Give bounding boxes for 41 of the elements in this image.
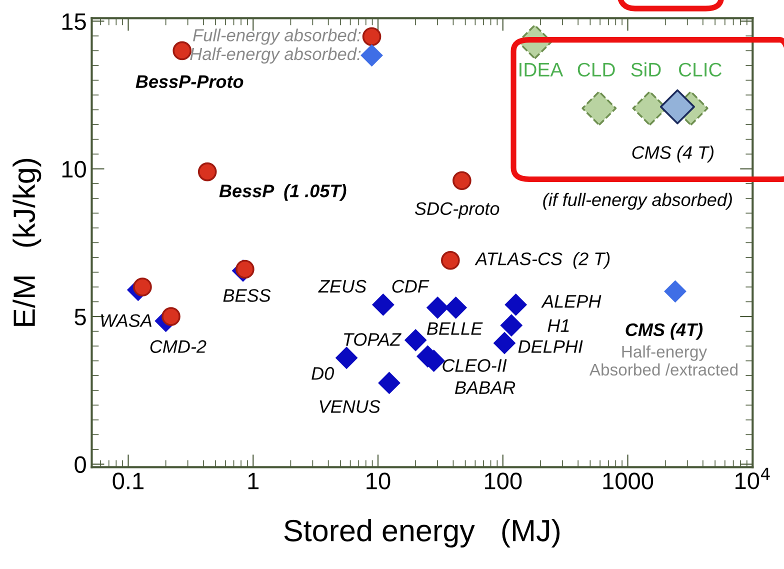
annotation: CDF (392, 280, 430, 293)
y-tick-label: 0 (74, 456, 86, 473)
annotation: SDC-proto (414, 202, 500, 219)
annotation: CLIC (679, 62, 722, 77)
annotation: SiD (631, 62, 661, 77)
annotation: ZEUS (318, 280, 366, 293)
legend-label: Half-energy absorbed: (190, 47, 361, 64)
x-tick-label: 10$^{4}$ (736, 468, 770, 490)
annotation: Half-energy (622, 345, 708, 361)
annotation: CLEO-II (442, 359, 507, 372)
annotation: CMS (4T) (626, 322, 703, 340)
annotation: D0 (312, 367, 334, 380)
annotation: CMD-2 (150, 340, 206, 353)
annotation: VENUS (320, 400, 380, 413)
annotation: BESS (223, 289, 271, 302)
y-tick-label: 15 (62, 13, 86, 30)
annotation: WASA (101, 314, 152, 327)
annotation: H1 (548, 319, 569, 332)
annotation: ALEPH (541, 295, 602, 308)
annotation: CMS (4 T) (632, 146, 714, 162)
annotation: CLD (578, 62, 615, 77)
annotation: BessP-Proto (136, 75, 244, 88)
x-tick-label: 10 (366, 472, 390, 490)
legend-label: Full-energy absorbed: (193, 28, 361, 45)
y-axis-title: E/M (kJ/kg) (12, 158, 42, 326)
annotation: Absorbed /extracted (589, 363, 738, 376)
annotation: IDEA (520, 63, 564, 76)
x-tick-label: 1000 (603, 472, 654, 490)
y-tick-label: 10 (62, 160, 86, 178)
x-tick-label: 100 (484, 472, 522, 490)
annotation: ATLAS-CS (2 T) (474, 252, 610, 269)
x-tick-label: 1 (248, 472, 259, 490)
annotation: DELPHI (518, 340, 583, 353)
y-tick-label: 5 (74, 308, 86, 326)
annotation: BessP (1 .05T) (219, 184, 346, 201)
annotation: BELLE (426, 322, 483, 335)
annotation: BABAR (455, 381, 516, 394)
annotation: TOPAZ (344, 333, 402, 346)
x-axis-title: Stored energy (MJ) (284, 519, 560, 548)
annotation: (if full-energy absorbed) (543, 192, 732, 210)
x-tick-label: 0.1 (112, 472, 144, 490)
